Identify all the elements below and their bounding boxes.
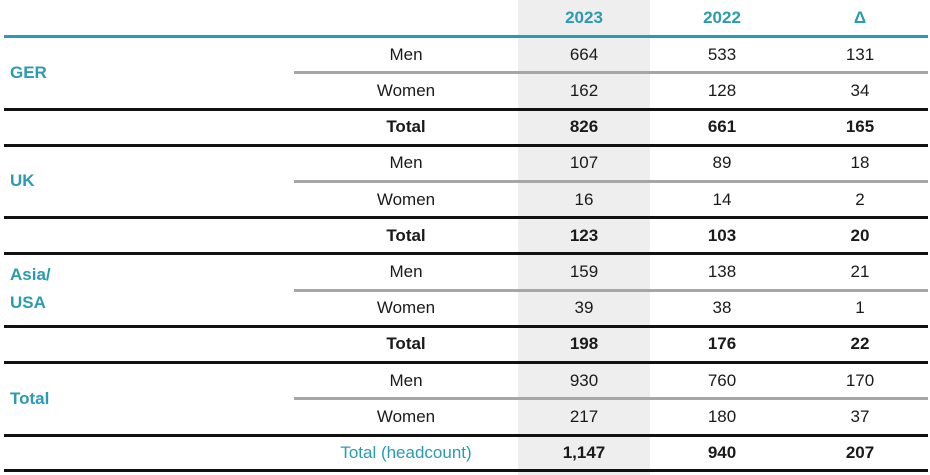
row-divider-strong [4,325,928,328]
row-divider [294,180,928,183]
headcount-2023: 1,147 [562,443,606,462]
value-2023: 162 [569,81,599,100]
total-delta: 165 [845,117,875,136]
row-label: Women [376,81,436,100]
total-2022: 661 [707,117,737,136]
value-delta: 2 [855,190,865,209]
value-2022: 533 [707,45,737,64]
group-divider [4,252,928,255]
value-delta: 37 [850,407,870,426]
value-delta: 131 [845,45,875,64]
header-2023: 2023 [565,8,603,27]
value-2023: 930 [569,371,599,390]
value-2023: 217 [569,407,599,426]
total-row-label: Total [386,334,426,353]
value-delta: 170 [845,371,875,390]
value-2022: 138 [707,262,737,281]
row-label: Men [389,45,423,64]
value-2022: 38 [712,298,732,317]
header-2022: 2022 [703,8,741,27]
total-2022: 103 [707,226,737,245]
value-2022: 14 [712,190,732,209]
row-label: Women [376,298,436,317]
row-label: Women [376,407,436,426]
row-divider-strong [4,108,928,111]
value-2023: 39 [574,298,594,317]
total-row-label: Total [386,117,426,136]
total-2022: 176 [707,334,737,353]
row-divider [294,289,928,292]
total-2023: 123 [569,226,599,245]
row-divider-strong [4,434,928,437]
value-2023: 664 [569,45,599,64]
header-delta: Δ [853,8,867,27]
column-2023-highlight [518,0,650,475]
value-delta: 1 [855,298,865,317]
group-divider [4,361,928,364]
headcount-delta: 207 [845,443,875,462]
region-label-uk: UK [10,171,35,190]
value-2023: 16 [574,190,594,209]
value-2022: 760 [707,371,737,390]
group-divider [4,144,928,147]
value-delta: 18 [850,153,870,172]
region-label-asia-usa-line1: Asia/ [10,265,51,284]
region-label-ger: GER [10,63,47,82]
total-row-label: Total [386,226,426,245]
header-rule [4,35,928,38]
total-delta: 22 [850,334,870,353]
region-label-asia-usa-line2: USA [10,293,46,312]
value-2022: 128 [707,81,737,100]
table-bottom-rule [4,469,928,472]
value-delta: 34 [850,81,870,100]
value-2023: 159 [569,262,599,281]
region-label-total: Total [10,389,50,408]
row-label: Men [389,371,423,390]
row-divider [294,397,928,400]
value-2022: 89 [712,153,732,172]
row-label: Men [389,153,423,172]
headcount-total-label: Total (headcount) [340,443,472,462]
row-divider-strong [4,216,928,219]
row-label: Women [376,190,436,209]
row-divider [294,71,928,74]
headcount-2022: 940 [707,443,737,462]
total-2023: 198 [569,334,599,353]
value-delta: 21 [850,262,870,281]
total-delta: 20 [850,226,870,245]
value-2022: 180 [707,407,737,426]
row-label: Men [389,262,423,281]
total-2023: 826 [569,117,599,136]
value-2023: 107 [569,153,599,172]
